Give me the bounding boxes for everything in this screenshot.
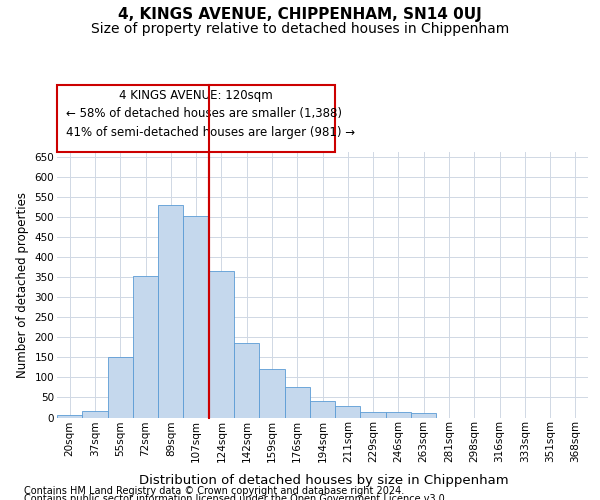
Bar	[133, 276, 158, 418]
Bar	[57, 416, 82, 418]
Bar	[107, 358, 133, 418]
Bar	[82, 412, 107, 418]
Text: 4 KINGS AVENUE: 120sqm: 4 KINGS AVENUE: 120sqm	[119, 89, 273, 102]
Bar	[386, 412, 411, 418]
Bar	[361, 412, 386, 418]
Text: 41% of semi-detached houses are larger (981) →: 41% of semi-detached houses are larger (…	[66, 126, 355, 140]
Bar	[411, 414, 436, 418]
Bar	[335, 406, 361, 418]
Bar	[310, 402, 335, 417]
Text: Contains public sector information licensed under the Open Government Licence v3: Contains public sector information licen…	[24, 494, 448, 500]
Bar	[158, 204, 184, 418]
Text: Size of property relative to detached houses in Chippenham: Size of property relative to detached ho…	[91, 22, 509, 36]
Text: ← 58% of detached houses are smaller (1,388): ← 58% of detached houses are smaller (1,…	[66, 106, 342, 120]
Bar	[284, 388, 310, 418]
Bar	[184, 216, 209, 418]
Text: 4, KINGS AVENUE, CHIPPENHAM, SN14 0UJ: 4, KINGS AVENUE, CHIPPENHAM, SN14 0UJ	[118, 8, 482, 22]
Y-axis label: Number of detached properties: Number of detached properties	[16, 192, 29, 378]
Text: Distribution of detached houses by size in Chippenham: Distribution of detached houses by size …	[139, 474, 509, 487]
Bar	[234, 343, 259, 417]
Text: Contains HM Land Registry data © Crown copyright and database right 2024.: Contains HM Land Registry data © Crown c…	[24, 486, 404, 496]
Bar	[209, 271, 234, 418]
Bar	[259, 368, 284, 418]
